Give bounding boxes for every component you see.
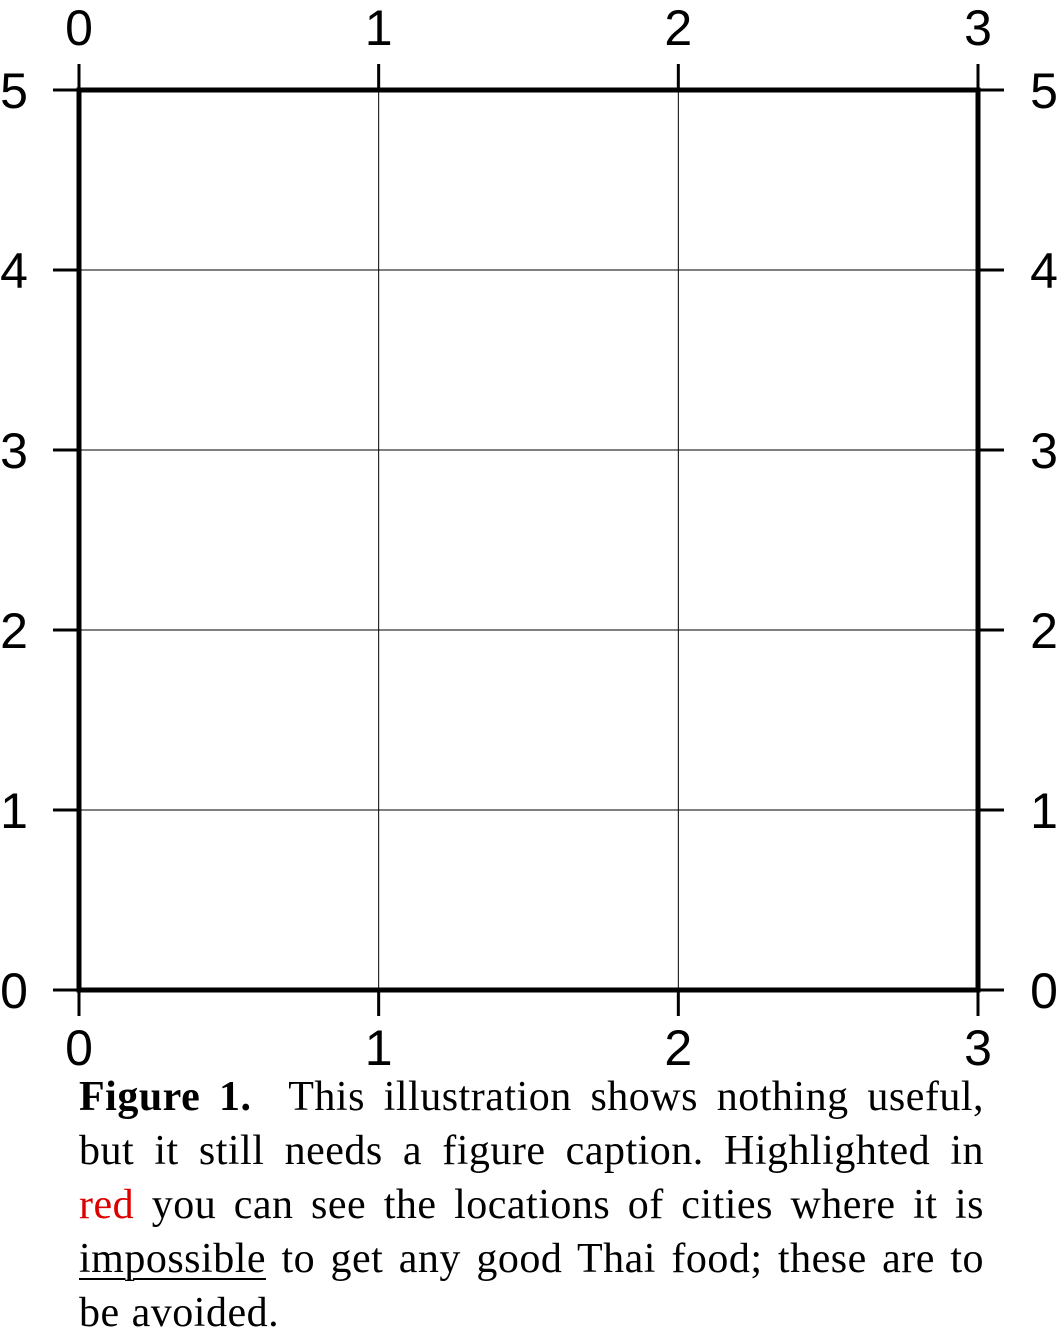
caption-underlined: impossible: [79, 1236, 267, 1282]
x-tick-label-top: 0: [65, 0, 93, 56]
y-tick-label-right: 1: [1030, 783, 1057, 839]
x-tick-label-bottom: 2: [664, 1020, 692, 1076]
plot-frame: [76, 87, 981, 993]
y-tick-label-left: 3: [0, 423, 28, 479]
y-tick-label-left: 2: [0, 603, 28, 659]
y-tick-label-right: 3: [1030, 423, 1057, 479]
x-tick-label-bottom: 0: [65, 1020, 93, 1076]
grid-lines: [79, 90, 978, 990]
caption-label: Figure 1.: [79, 1074, 252, 1120]
y-tick-label-right: 4: [1030, 243, 1057, 299]
caption-text-1: This illustration shows nothing useful, …: [79, 1074, 984, 1174]
axis-ticks: [53, 64, 1004, 1016]
figure-caption: Figure 1. This illustration shows nothin…: [79, 1070, 984, 1340]
caption-text-2: you can see the locations of cities wher…: [151, 1182, 984, 1228]
y-tick-label-left: 4: [0, 243, 28, 299]
x-tick-label-top: 1: [365, 0, 393, 56]
y-tick-label-right: 2: [1030, 603, 1057, 659]
y-tick-label-right: 5: [1030, 63, 1057, 119]
y-tick-label-left: 0: [0, 963, 28, 1019]
caption-highlight: red: [79, 1182, 135, 1228]
caption-text-3: to get any good Thai food; these are to …: [79, 1236, 985, 1336]
y-tick-label-left: 5: [0, 63, 28, 119]
y-tick-label-left: 1: [0, 783, 28, 839]
x-tick-label-bottom: 3: [964, 1020, 992, 1076]
x-tick-label-bottom: 1: [365, 1020, 393, 1076]
y-tick-label-right: 0: [1030, 963, 1057, 1019]
x-tick-label-top: 3: [964, 0, 992, 56]
x-tick-label-top: 2: [664, 0, 692, 56]
